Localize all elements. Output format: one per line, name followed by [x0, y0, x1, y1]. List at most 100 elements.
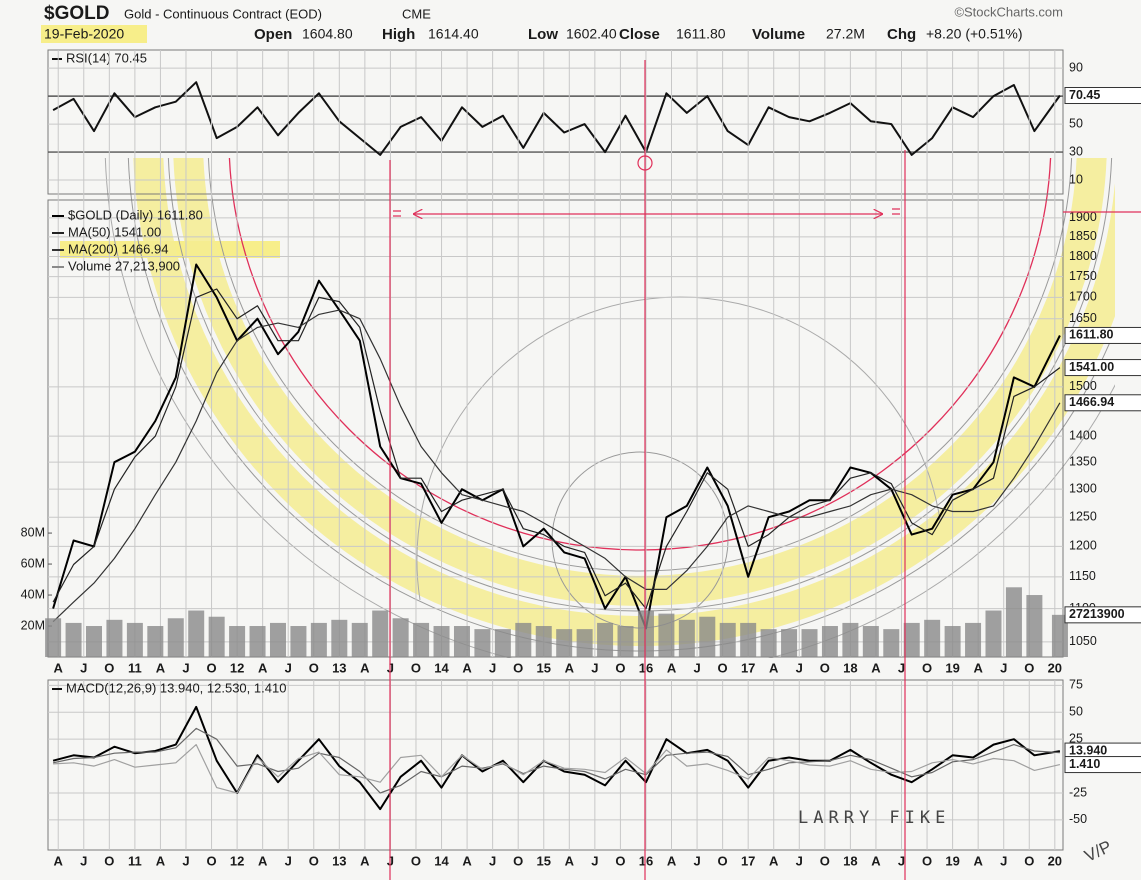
panel-title: RSI(14) 70.45 — [66, 50, 147, 65]
volume-bar — [985, 610, 1002, 657]
x-tick-label: O — [513, 660, 523, 675]
x-tick-label: J — [182, 660, 189, 675]
volume-bar — [944, 626, 961, 657]
legend-label: MA(50) 1541.00 — [68, 224, 161, 239]
volume-bar — [45, 618, 62, 657]
volume-bar — [392, 618, 409, 657]
y-tick-label: 1650 — [1069, 311, 1097, 325]
x-tick-label: A — [871, 853, 881, 868]
series-line — [52, 705, 1061, 811]
x-tick-label: A — [258, 853, 268, 868]
x-tick-label: O — [922, 853, 932, 868]
x-tick-label: O — [820, 853, 830, 868]
yellow-band — [173, 158, 1107, 606]
volume-bar — [85, 626, 102, 657]
volume-bar — [1026, 595, 1043, 657]
date-highlight — [41, 25, 147, 43]
y-tick-label: -50 — [1069, 812, 1087, 826]
y2-tick-label: 80M — [21, 525, 45, 539]
volume-bar — [965, 622, 982, 657]
volume-bar — [474, 629, 491, 657]
x-tick-label: A — [360, 660, 370, 675]
x-tick-label: 15 — [537, 853, 551, 868]
x-tick-label: 12 — [230, 853, 244, 868]
volume-bar — [494, 629, 511, 657]
x-tick-label: O — [1024, 660, 1034, 675]
x-tick-label: 11 — [128, 660, 142, 675]
x-tick-label: 17 — [741, 853, 755, 868]
y-tick-label: 25 — [1069, 731, 1083, 745]
y2-tick-label: 20M — [21, 618, 45, 632]
panel-frame — [47, 49, 1064, 195]
panel-frame — [47, 199, 1064, 658]
series-line — [52, 309, 1061, 623]
y-tick-label: 1300 — [1069, 481, 1097, 495]
quote-label: Open — [254, 26, 292, 43]
x-tick-label: A — [54, 853, 64, 868]
x-tick-label: O — [411, 853, 421, 868]
volume-bar — [331, 619, 348, 657]
volume-bar — [924, 619, 941, 657]
y-tick-label: 10 — [1069, 172, 1083, 186]
x-tick-label: O — [718, 660, 728, 675]
x-tick-label: 18 — [843, 853, 857, 868]
volume-bar — [719, 622, 736, 657]
x-tick-label: O — [615, 660, 625, 675]
volume-bar — [208, 616, 225, 657]
x-tick-label: A — [871, 660, 881, 675]
x-tick-label: A — [54, 660, 64, 675]
volume-bar — [515, 622, 532, 657]
x-tick-label: 16 — [639, 660, 653, 675]
x-tick-label: A — [156, 853, 166, 868]
symbol: $GOLD — [44, 3, 109, 24]
volume-bar — [801, 629, 818, 657]
volume-bar — [310, 622, 327, 657]
red-arc — [228, 158, 1052, 551]
red-circle — [637, 155, 653, 171]
volume-bar — [760, 629, 777, 657]
volume-bar — [372, 610, 389, 657]
y-tick-label: 1500 — [1069, 379, 1097, 393]
grey-arc — [207, 158, 1073, 572]
volume-bar — [781, 629, 798, 657]
series-line — [52, 81, 1061, 156]
volume-bar — [229, 626, 246, 657]
series-line — [53, 744, 1061, 794]
quote-value: +8.20 (+0.51%) — [926, 26, 1023, 42]
volume-bar — [535, 626, 552, 657]
x-tick-label: 14 — [434, 853, 449, 868]
end-label-box — [1064, 606, 1141, 624]
source: ©StockCharts.com — [954, 4, 1063, 19]
quote-value: 1614.40 — [428, 26, 479, 42]
x-tick-label: A — [462, 660, 472, 675]
x-tick-label: O — [513, 853, 523, 868]
x-tick-label: A — [667, 853, 677, 868]
yellow-band — [133, 158, 1115, 646]
x-tick-label: A — [769, 660, 779, 675]
volume-bar — [903, 622, 920, 657]
volume-bar — [126, 622, 143, 657]
grey-arc — [167, 158, 1113, 612]
x-tick-label: J — [285, 660, 292, 675]
volume-bar — [576, 629, 593, 657]
x-tick-label: 17 — [741, 660, 755, 675]
x-tick-label: A — [462, 853, 472, 868]
series-line — [52, 727, 1060, 794]
end-label-box — [1064, 87, 1141, 105]
signature: LARRY FIKE — [798, 808, 950, 828]
x-tick-label: J — [489, 853, 496, 868]
x-tick-label: O — [1024, 853, 1034, 868]
x-tick-label: A — [156, 660, 166, 675]
x-tick-label: 14 — [434, 660, 449, 675]
end-label: 13.940 — [1069, 743, 1107, 757]
quote-value: 1604.80 — [302, 26, 353, 42]
y-tick-label: 1900 — [1069, 210, 1097, 224]
x-tick-label: 20 — [1048, 660, 1062, 675]
x-tick-label: J — [80, 660, 87, 675]
volume-bar — [678, 619, 695, 657]
x-tick-label: 12 — [230, 660, 244, 675]
end-label-box — [1064, 359, 1141, 377]
x-tick-label: O — [615, 853, 625, 868]
x-tick-label: J — [285, 853, 292, 868]
